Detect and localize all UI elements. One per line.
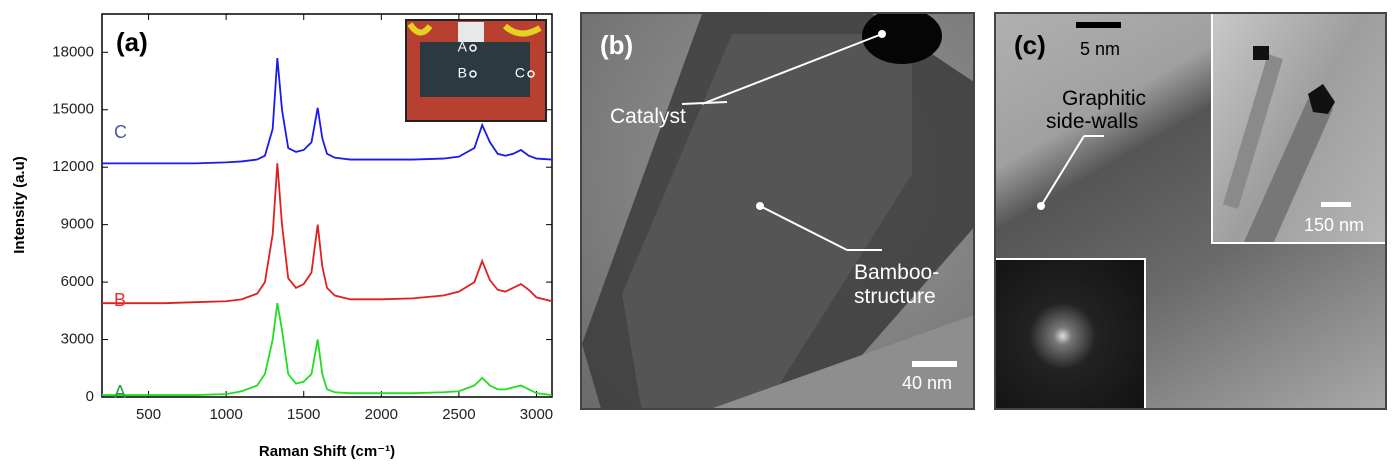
scale-label: 5 nm — [1080, 38, 1120, 60]
x-axis-title: Raman Shift (cm⁻¹) — [259, 443, 395, 460]
spectrum-line — [102, 163, 552, 303]
inset-label: A — [458, 39, 468, 55]
panel-label: (a) — [116, 27, 148, 57]
scale-bar — [912, 361, 957, 367]
spectrum-line — [102, 303, 552, 395]
pointer-dot — [1037, 202, 1045, 210]
pointer — [1041, 136, 1084, 206]
x-tick-label: 500 — [136, 406, 161, 423]
annotation: Catalyst — [610, 106, 686, 128]
inset-label: B — [458, 65, 467, 81]
panel-label: (c) — [1014, 34, 1046, 56]
tube-inset — [1211, 14, 1385, 244]
x-tick-label: 1000 — [209, 406, 242, 423]
tube-drawing — [582, 14, 975, 410]
scale-label: 150 nm — [1304, 214, 1364, 236]
y-tick-label: 9000 — [61, 216, 94, 233]
annotation: Graphitic — [1062, 88, 1146, 110]
scale-label: 40 nm — [902, 372, 952, 394]
series-label: B — [114, 290, 126, 310]
scale-bar — [1076, 22, 1121, 28]
y-tick-label: 12000 — [52, 158, 94, 175]
panel-label: (b) — [600, 34, 633, 56]
y-tick-label: 18000 — [52, 43, 94, 60]
photo-inset — [406, 20, 546, 121]
y-axis-title: Intensity (a.u) — [11, 156, 28, 254]
figure: (b) Catalyst Bamboo- structure 40 nm (c)… — [0, 0, 1392, 465]
scale-bar — [1321, 202, 1351, 207]
pointer-dot — [878, 30, 886, 38]
y-tick-label: 0 — [86, 388, 94, 405]
chart: Raman Shift (cm⁻¹) Intensity (a.u) (a) 0… — [0, 0, 570, 465]
series-label: C — [114, 122, 127, 142]
panel-c-image: (c) 5 nm Graphitic side-walls 150 nm — [994, 12, 1387, 410]
series-label: A — [114, 382, 126, 402]
panel-b-image: (b) Catalyst Bamboo- structure 40 nm — [580, 12, 975, 410]
x-tick-label: 3000 — [520, 406, 553, 423]
annotation: side-walls — [1046, 111, 1138, 133]
x-tick-label: 2000 — [365, 406, 398, 423]
annotation: Bamboo- — [854, 262, 939, 284]
x-tick-label: 1500 — [287, 406, 320, 423]
diffraction-inset — [996, 258, 1146, 410]
pointer-dot — [756, 202, 764, 210]
inset-drawing — [1213, 14, 1385, 242]
y-tick-label: 15000 — [52, 101, 94, 118]
catalyst-particle — [1253, 46, 1269, 60]
x-tick-label: 2500 — [442, 406, 475, 423]
inset-label: C — [515, 65, 525, 81]
annotation: structure — [854, 286, 936, 308]
y-tick-label: 3000 — [61, 331, 94, 348]
y-tick-label: 6000 — [61, 273, 94, 290]
